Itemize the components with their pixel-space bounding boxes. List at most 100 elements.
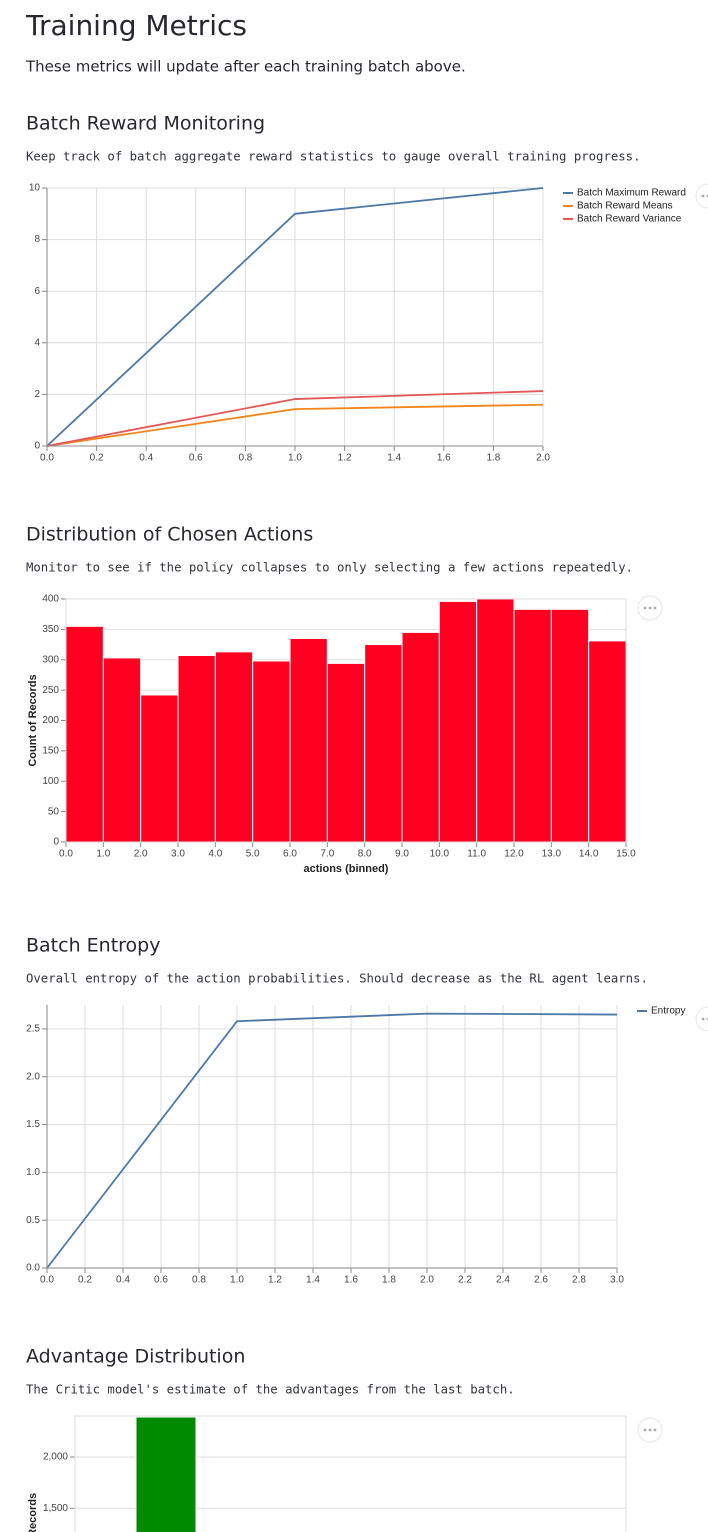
menu-dot xyxy=(701,194,705,198)
x-tick-label: 0.6 xyxy=(189,453,203,464)
y-tick-label: 4 xyxy=(34,337,40,348)
x-tick-label: 2.6 xyxy=(534,1275,548,1286)
x-tick-label: 13.0 xyxy=(542,849,562,860)
line xyxy=(46,390,544,447)
bar xyxy=(513,608,552,843)
x-tick-label: 1.4 xyxy=(306,1275,320,1286)
x-tick-label: 0.2 xyxy=(90,453,104,464)
x-tick-label: 0.0 xyxy=(40,1275,54,1286)
menu-dot xyxy=(648,606,652,610)
x-tick-label: 0.8 xyxy=(192,1275,206,1286)
menu-dot xyxy=(643,1428,647,1432)
x-tick-label: 1.6 xyxy=(344,1275,358,1286)
x-tick-label: 15.0 xyxy=(616,849,636,860)
bar xyxy=(401,631,440,843)
y-axis-title: Count of Records xyxy=(27,1493,39,1532)
bar xyxy=(102,657,142,843)
x-axis-title: actions (binned) xyxy=(304,863,389,875)
bar xyxy=(326,662,366,843)
x-tick-label: 1.0 xyxy=(96,849,110,860)
x-tick-label: 9.0 xyxy=(395,849,409,860)
y-tick-label: 0 xyxy=(53,837,59,848)
section-caption: Keep track of batch aggregate reward sta… xyxy=(26,150,640,164)
section-heading: Distribution of Chosen Actions xyxy=(26,524,313,546)
y-tick-label: 6 xyxy=(34,286,40,297)
x-tick-label: 6.0 xyxy=(283,849,297,860)
x-tick-label: 2.8 xyxy=(572,1275,586,1286)
section-caption: Overall entropy of the action probabilit… xyxy=(26,972,648,986)
bar xyxy=(588,640,627,843)
y-tick-label: 1.5 xyxy=(26,1119,40,1130)
x-tick-label: 0.4 xyxy=(116,1275,130,1286)
section-heading: Advantage Distribution xyxy=(26,1346,245,1368)
menu-dot xyxy=(648,1428,652,1432)
menu-dot xyxy=(701,1017,705,1021)
y-tick-label: 8 xyxy=(34,234,40,245)
legend-label: Batch Reward Means xyxy=(577,201,673,212)
x-tick-label: 8.0 xyxy=(358,849,372,860)
x-tick-label: 1.0 xyxy=(230,1275,244,1286)
bar xyxy=(438,600,478,843)
x-tick-label: 3.0 xyxy=(610,1275,624,1286)
y-tick-label: 350 xyxy=(42,624,59,635)
line xyxy=(46,403,544,447)
x-tick-label: 4.0 xyxy=(208,849,222,860)
y-tick-label: 2.0 xyxy=(26,1071,40,1082)
x-tick-label: 1.6 xyxy=(437,453,451,464)
menu-dot xyxy=(653,1428,657,1432)
bar xyxy=(65,625,104,843)
y-tick-label: 400 xyxy=(42,594,59,605)
legend-label: Batch Reward Variance xyxy=(577,214,682,225)
bar xyxy=(364,644,403,843)
x-tick-label: 0.2 xyxy=(78,1275,92,1286)
menu-dot xyxy=(653,606,657,610)
x-tick-label: 1.8 xyxy=(382,1275,396,1286)
y-tick-label: 0.0 xyxy=(26,1263,40,1274)
page-title: Training Metrics xyxy=(25,9,247,42)
bar xyxy=(476,598,515,843)
bar xyxy=(289,637,328,843)
menu-dot xyxy=(643,606,647,610)
line xyxy=(46,187,544,447)
y-tick-label: 10 xyxy=(29,183,41,194)
y-tick-label: 1,500 xyxy=(43,1503,68,1514)
x-tick-label: 0.6 xyxy=(154,1275,168,1286)
x-tick-label: 1.2 xyxy=(338,453,352,464)
bar xyxy=(177,654,216,843)
x-tick-label: 2.4 xyxy=(496,1275,510,1286)
x-tick-label: 2.2 xyxy=(458,1275,472,1286)
y-tick-label: 2,000 xyxy=(43,1452,68,1463)
y-tick-label: 2 xyxy=(34,389,40,400)
x-tick-label: 1.4 xyxy=(387,453,401,464)
x-tick-label: 3.0 xyxy=(171,849,185,860)
x-tick-label: 1.2 xyxy=(268,1275,282,1286)
y-tick-label: 0 xyxy=(34,441,40,452)
legend-label: Entropy xyxy=(651,1006,685,1017)
x-tick-label: 0.0 xyxy=(59,849,73,860)
line xyxy=(46,1012,618,1269)
y-tick-label: 150 xyxy=(42,746,59,757)
x-tick-label: 0.8 xyxy=(238,453,252,464)
y-tick-label: 250 xyxy=(42,685,59,696)
x-tick-label: 11.0 xyxy=(467,849,486,860)
x-tick-label: 2.0 xyxy=(134,849,148,860)
y-tick-label: 0.5 xyxy=(26,1215,40,1226)
x-tick-label: 10.0 xyxy=(430,849,450,860)
x-tick-label: 5.0 xyxy=(246,849,260,860)
section-caption: Monitor to see if the policy collapses t… xyxy=(26,561,633,575)
x-tick-label: 2.0 xyxy=(536,453,550,464)
plot-frame xyxy=(65,598,627,843)
x-tick-label: 0.0 xyxy=(40,453,54,464)
bar xyxy=(140,694,179,843)
y-tick-label: 300 xyxy=(42,654,59,665)
page-subtitle: These metrics will update after each tra… xyxy=(25,58,466,76)
bar xyxy=(135,1416,197,1532)
x-tick-label: 1.0 xyxy=(288,453,302,464)
x-tick-label: 1.8 xyxy=(486,453,500,464)
section-heading: Batch Entropy xyxy=(26,935,160,957)
y-tick-label: 200 xyxy=(42,715,59,726)
y-axis-title: Count of Records xyxy=(27,674,39,766)
x-tick-label: 14.0 xyxy=(579,849,599,860)
